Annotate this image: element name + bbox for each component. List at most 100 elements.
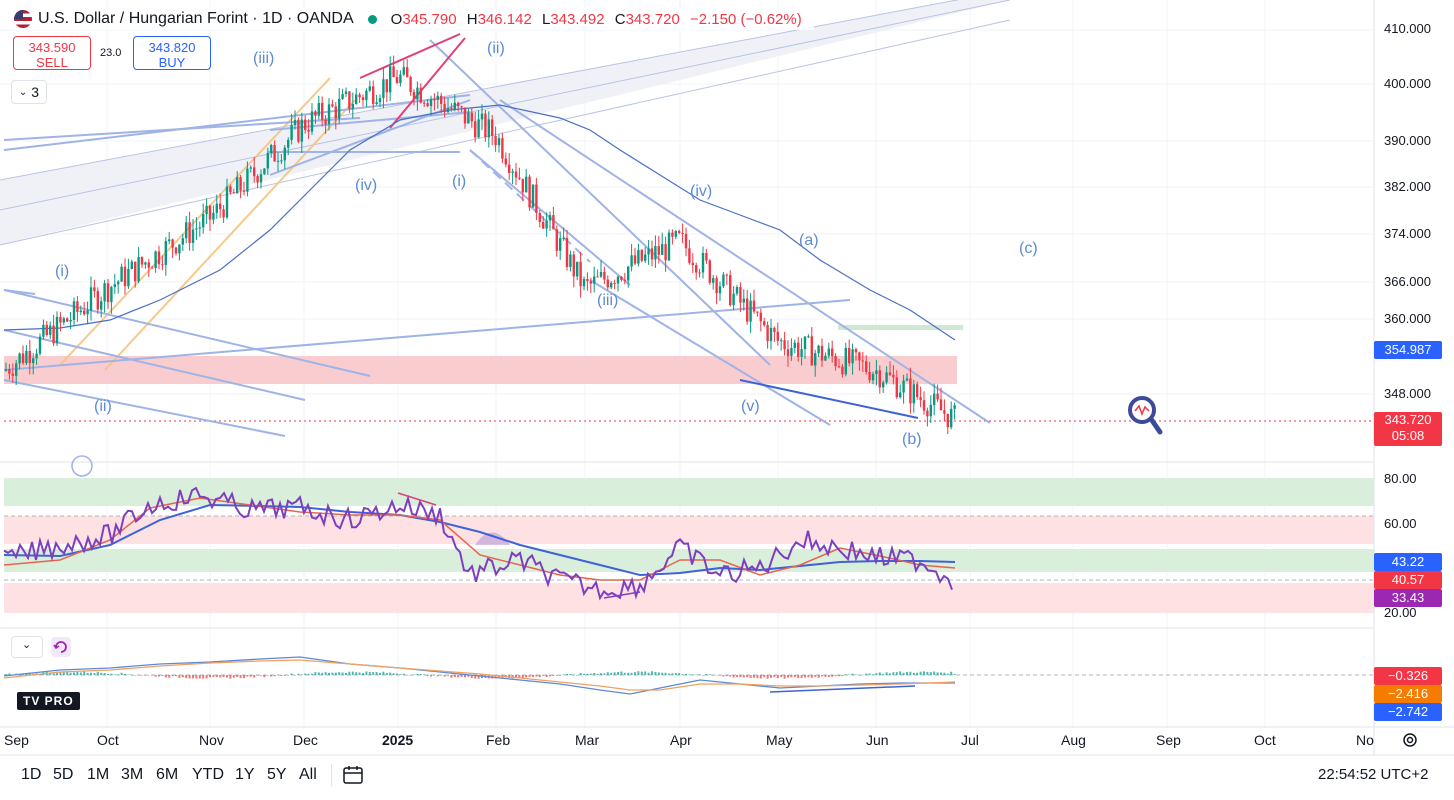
macd-hist-bar [515,675,517,679]
candle-body [123,266,127,287]
timeframe-1d[interactable]: 1D [21,766,42,783]
macd-hist-bar [287,675,290,676]
macd-hist-bar [919,671,922,675]
candle-body [525,176,528,193]
symbol-title[interactable]: U.S. Dollar / Hungarian Forint · 1D · OA… [38,10,354,27]
candle-body [834,356,837,367]
refresh-icon[interactable] [50,636,72,658]
candle-body [327,104,331,125]
candle-body [120,266,123,282]
candle-body [307,129,310,132]
macd-hist-bar [708,674,711,675]
candle-body [695,265,698,273]
settings-icon[interactable] [1401,731,1419,749]
magnifier-icon[interactable] [1128,396,1163,435]
macd-hist-bar [368,671,371,675]
candle-body [725,274,728,276]
macd-hist-bar [314,672,317,675]
price-tick: 374.000 [1384,226,1431,241]
macd-hist-bar [586,673,589,675]
timeframe-5y[interactable]: 5Y [267,766,287,783]
macd-hist-bar [719,675,721,676]
candle-body [936,393,939,400]
macd-hist-bar [338,672,341,675]
macd-hist-bar [923,671,925,675]
candle-body [344,91,348,94]
candle-body [8,369,11,374]
candle-body [263,168,266,175]
candle-body [623,279,626,281]
candle-body [756,311,759,313]
timeframe-6m[interactable]: 6M [156,766,179,783]
wave-label: (i) [452,173,467,190]
macd-hist-bar [555,675,558,676]
indicators-toggle[interactable]: ⌄ 3 [11,80,47,104]
wave-label: (iii) [253,50,275,67]
macd-hist-bar [817,675,820,678]
candle-body [491,119,494,136]
macd-hist-bar [328,672,330,675]
rsi-line [3,486,953,601]
macd-hist-bar [637,671,640,675]
time-tick: 2025 [382,732,414,748]
timeframe-1y[interactable]: 1Y [235,766,255,783]
candle-body [715,278,718,294]
macd-hist-bar [841,675,844,677]
wave-label: (v) [741,398,760,415]
candle-body [681,232,684,234]
wave-label: (b) [902,431,922,448]
symbol-header[interactable]: U.S. Dollar / Hungarian Forint · 1D · OA… [14,8,814,30]
candle-body [508,164,511,173]
candle-body [351,104,354,109]
candle-body [89,287,93,311]
pane-collapse-button[interactable]: ⌄ [11,636,43,658]
candle-body [463,107,467,124]
macd-hist-bar [831,675,834,677]
timeframe-1m[interactable]: 1M [87,766,110,783]
macd-hist-bar [892,672,895,675]
macd-hist-bar [443,675,446,677]
candle-body [926,410,929,417]
macd-hist-bar [759,675,762,679]
macd-hist-bar [362,673,364,675]
macd-hist-bar [351,671,354,675]
timeframe-ytd[interactable]: YTD [192,766,224,783]
candle-body [310,111,314,132]
candle-body [293,119,297,125]
calendar-range-icon[interactable] [342,764,364,786]
time-tick: Oct [97,732,119,748]
sell-button[interactable]: 343.590 SELL [13,36,91,70]
candle-body [314,111,317,116]
candle-body [712,278,715,283]
macd-hist-bar [450,675,453,678]
candle-body [283,147,286,161]
candle-body [76,301,79,313]
candle-body [457,102,460,107]
macd-hist-bar [127,674,130,675]
macd-hist-bar [562,674,565,675]
buy-button[interactable]: 343.820 BUY [133,36,211,70]
macd-hist-bar [304,673,307,675]
macd-hist-bar [389,672,392,675]
macd-hist-bar [66,671,69,675]
candle-body [844,347,847,375]
macd-hist-bar [549,675,551,677]
candle-body [402,67,405,75]
candle-body [117,281,120,285]
macd-hist-bar [640,671,643,675]
timeframe-3m[interactable]: 3M [121,766,144,783]
candle-body [922,400,926,411]
candle-body [86,310,89,315]
timeframe-all[interactable]: All [299,766,317,783]
macd-hist-bar [572,674,575,676]
candle-body [137,256,140,282]
clock[interactable]: 22:54:52 UTC+2 [1318,766,1429,783]
macd-hist-bar [409,675,412,676]
candle-body [810,336,813,366]
macd-hist-bar [906,671,908,675]
candle-body [511,171,514,173]
timeframe-5d[interactable]: 5D [53,766,74,783]
macd-hist-bar [766,675,769,679]
macd-hist-bar [668,673,670,675]
